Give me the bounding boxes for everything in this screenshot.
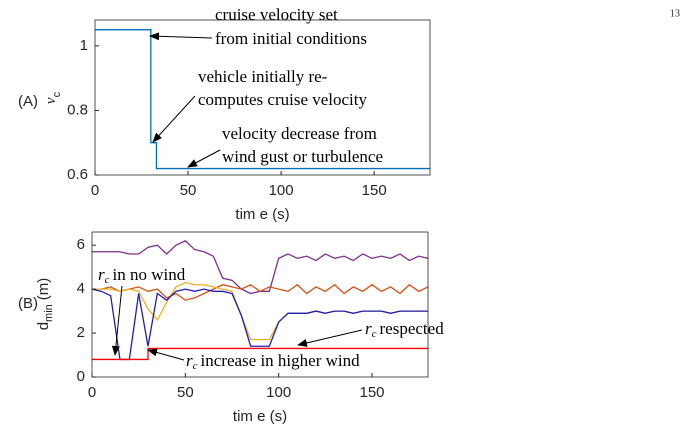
y-axis-label: dmin (m): [35, 278, 55, 331]
annotation-subscript: c: [105, 274, 110, 286]
y-tick-label: 0.8: [67, 101, 88, 118]
y-tick-label: 2: [77, 324, 85, 341]
y-label-subscript: c: [51, 91, 63, 97]
annotation-arrow: [152, 95, 196, 143]
x-tick-label: 150: [359, 384, 384, 401]
x-tick-label: 100: [269, 182, 294, 199]
y-label-symbol: v: [43, 97, 59, 104]
y-tick-label: 0: [77, 368, 85, 385]
panel-label: (B): [18, 295, 38, 312]
y-axis-label: vc: [43, 91, 62, 104]
y-label-subscript: min: [43, 304, 55, 322]
annotation: from initial conditions: [215, 29, 367, 48]
x-axis-label: tim e (s): [235, 206, 289, 223]
page-number: 13: [670, 8, 680, 19]
annotation-arrow: [297, 329, 363, 347]
annotation: computes cruise velocity: [198, 90, 368, 109]
x-tick-label: 150: [362, 182, 387, 199]
x-tick-label: 100: [266, 384, 291, 401]
y-tick-label: 1: [80, 37, 88, 54]
annotation-subscript: c: [372, 328, 377, 340]
y-tick-label: 0.6: [67, 166, 88, 183]
annotation-symbol: r: [186, 351, 193, 370]
x-tick-label: 50: [177, 384, 194, 401]
annotation: velocity decrease from: [222, 124, 377, 143]
x-tick-label: 0: [91, 182, 99, 199]
annotation: wind gust or turbulence: [222, 147, 383, 166]
y-label-symbol: d: [35, 322, 52, 330]
x-axis-label: tim e (s): [233, 408, 287, 425]
annotation-symbol: r: [365, 319, 372, 338]
y-tick-label: 4: [77, 280, 85, 297]
annotation-symbol: r: [98, 265, 105, 284]
annotation-arrow: [187, 149, 221, 168]
plot-frame: [91, 231, 429, 378]
data-line: [92, 283, 429, 301]
annotation-text: increase in higher wind: [201, 351, 361, 370]
data-line: [91, 288, 428, 361]
annotation-arrow: [149, 32, 213, 41]
annotation: rc increase in higher wind: [186, 351, 360, 372]
plot-frame: [94, 19, 431, 176]
annotation-text: in no wind: [113, 265, 186, 284]
annotation-arrow: [147, 348, 185, 361]
x-tick-label: 50: [180, 182, 197, 199]
annotation-subscript: c: [193, 360, 198, 372]
y-label-unit: (m): [35, 278, 52, 301]
annotation: rc respected: [365, 319, 444, 340]
annotation: vehicle initially re-: [198, 67, 328, 86]
y-tick-label: 6: [77, 236, 85, 253]
annotation: cruise velocity set: [215, 5, 338, 24]
annotation-text: respected: [380, 319, 445, 338]
x-tick-label: 0: [88, 384, 96, 401]
annotation: rc in no wind: [98, 265, 186, 286]
panel-label: (A): [18, 93, 38, 110]
annotation-arrow: [111, 285, 123, 356]
